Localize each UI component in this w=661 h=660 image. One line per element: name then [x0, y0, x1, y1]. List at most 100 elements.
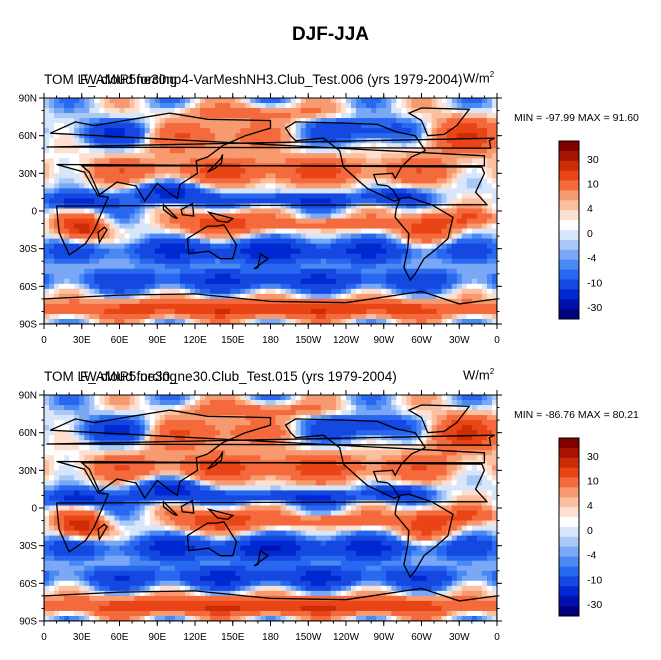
heatmap-cell: [210, 193, 216, 200]
heatmap-cell: [139, 415, 146, 421]
heatmap-cell: [189, 238, 196, 245]
heatmap-cell: [189, 153, 196, 159]
heatmap-cell: [139, 303, 146, 310]
heatmap-cell: [431, 248, 438, 255]
heatmap-cell: [325, 168, 332, 174]
heatmap-cell: [124, 420, 131, 426]
heatmap-cell: [104, 410, 111, 416]
heatmap-cell: [149, 395, 156, 401]
heatmap-cell: [149, 153, 156, 159]
heatmap-cell: [69, 188, 75, 195]
heatmap-cell: [406, 400, 413, 406]
heatmap-cell: [451, 213, 458, 220]
heatmap-cell: [114, 248, 121, 255]
heatmap-cell: [49, 178, 55, 184]
heatmap-cell: [255, 283, 262, 290]
heatmap-cell: [335, 298, 342, 305]
heatmap-cell: [44, 108, 50, 114]
heatmap-cell: [189, 98, 196, 104]
heatmap-cell: [351, 410, 357, 416]
heatmap-cell: [431, 400, 438, 406]
heatmap-cell: [451, 203, 458, 210]
heatmap-cell: [265, 395, 272, 401]
heatmap-cell: [164, 258, 171, 265]
heatmap-cell: [104, 288, 111, 295]
heatmap-cell: [416, 178, 423, 184]
heatmap-cell: [179, 228, 186, 235]
heatmap-cell: [164, 128, 171, 134]
heatmap-cell: [129, 273, 136, 280]
heatmap-cell: [54, 405, 60, 411]
heatmap-cell: [381, 183, 387, 189]
heatmap-cell: [129, 278, 136, 285]
heatmap-cell: [426, 405, 433, 411]
heatmap-cell: [441, 128, 448, 134]
heatmap-cell: [310, 303, 317, 310]
heatmap-cell: [195, 318, 201, 324]
heatmap-cell: [84, 133, 90, 139]
heatmap-cell: [356, 293, 362, 300]
heatmap-cell: [59, 288, 65, 295]
heatmap-cell: [184, 133, 191, 139]
heatmap-cell: [346, 253, 352, 260]
heatmap-cell: [330, 98, 337, 104]
heatmap-cell: [436, 400, 443, 406]
heatmap-cell: [416, 278, 423, 285]
heatmap-cell: [346, 158, 352, 164]
heatmap-cell: [174, 188, 181, 195]
heatmap-cell: [94, 278, 100, 285]
heatmap-cell: [124, 293, 131, 300]
heatmap-cell: [315, 415, 322, 421]
heatmap-cell: [401, 238, 407, 245]
colorbar-swatch: [559, 160, 579, 171]
heatmap-cell: [406, 415, 413, 421]
heatmap-cell: [330, 168, 337, 174]
heatmap-cell: [471, 318, 478, 324]
heatmap-cell: [265, 198, 272, 205]
heatmap-cell: [215, 298, 221, 305]
colorbar-swatch: [559, 259, 579, 270]
heatmap-cell: [260, 198, 267, 205]
heatmap-cell: [300, 395, 307, 401]
heatmap-cell: [220, 103, 226, 109]
heatmap-cell: [49, 228, 55, 235]
heatmap-cell: [290, 288, 297, 295]
heatmap-cell: [179, 188, 186, 195]
colorbar-label: 4: [587, 203, 593, 215]
heatmap-cell: [441, 268, 448, 275]
heatmap-cell: [245, 113, 251, 119]
heatmap-cell: [451, 123, 458, 129]
heatmap-cell: [79, 183, 85, 189]
heatmap-cell: [169, 313, 176, 320]
heatmap-cell: [401, 108, 407, 114]
heatmap-cell: [84, 178, 90, 184]
heatmap-cell: [210, 430, 216, 436]
heatmap-cell: [401, 283, 407, 290]
heatmap-cell: [431, 273, 438, 280]
heatmap-cell: [275, 183, 282, 189]
heatmap-cell: [346, 218, 352, 225]
heatmap-cell: [99, 410, 105, 416]
heatmap-cell: [179, 218, 186, 225]
heatmap-cell: [205, 203, 211, 210]
heatmap-cell: [49, 173, 55, 179]
heatmap-cell: [99, 308, 105, 315]
heatmap-cell: [84, 98, 90, 104]
heatmap-cell: [59, 415, 65, 421]
heatmap-cell: [320, 193, 327, 200]
heatmap-cell: [285, 278, 292, 285]
heatmap-cell: [401, 198, 407, 205]
heatmap-cell: [205, 123, 211, 129]
heatmap-cell: [225, 113, 231, 119]
heatmap-cell: [330, 223, 337, 230]
heatmap-cell: [215, 268, 221, 275]
heatmap-cell: [169, 133, 176, 139]
heatmap-cell: [340, 233, 347, 240]
heatmap-cell: [486, 218, 493, 225]
heatmap-cell: [330, 113, 337, 119]
heatmap-cell: [134, 283, 141, 290]
heatmap-cell: [139, 238, 146, 245]
heatmap-cell: [44, 410, 50, 416]
heatmap-cell: [139, 288, 146, 295]
heatmap-cell: [195, 178, 201, 184]
